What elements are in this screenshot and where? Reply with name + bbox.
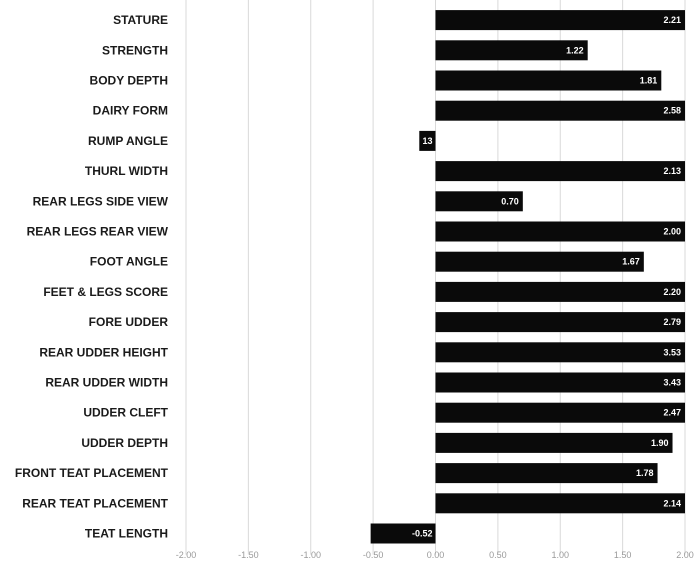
bar-value-label: 2.47 — [663, 408, 681, 418]
bar — [435, 100, 685, 121]
bar — [435, 161, 685, 182]
category-label: UDDER DEPTH — [81, 436, 168, 450]
category-label: FORE UDDER — [89, 315, 169, 329]
bar — [435, 191, 523, 212]
bar — [370, 523, 436, 544]
category-label: REAR LEGS SIDE VIEW — [33, 194, 169, 208]
bar-value-label: 2.58 — [663, 106, 681, 116]
category-label: DAIRY FORM — [93, 104, 168, 118]
x-tick-label: 1.00 — [551, 550, 569, 560]
x-axis-tick-labels: -2.00 -1.50 -1.00 -0.50 0.00 0.50 1.00 1.50 2.00 — [176, 550, 694, 560]
category-label: REAR LEGS REAR VIEW — [27, 225, 169, 239]
category-label: FOOT ANGLE — [90, 255, 168, 269]
bar — [435, 312, 685, 333]
bar-value-label: 1.78 — [636, 468, 654, 478]
category-label: REAR TEAT PLACEMENT — [22, 496, 168, 510]
category-labels: STATURE STRENGTH BODY DEPTH DAIRY FORM RUMP … — [15, 13, 169, 540]
category-label: RUMP ANGLE — [88, 134, 168, 148]
category-label: STATURE — [113, 13, 168, 27]
bar — [435, 463, 658, 484]
grid-lines — [185, 0, 686, 555]
bar — [435, 221, 685, 242]
bar — [435, 40, 588, 61]
bar — [435, 281, 685, 302]
bars: 2.21 1.22 1.81 2.58 13 2.13 0.70 2.00 1.67 2.20 2.… — [370, 10, 685, 544]
bar-value-label: 2.00 — [663, 227, 681, 237]
category-label: REAR UDDER WIDTH — [45, 376, 168, 390]
bar — [435, 493, 685, 514]
x-tick-label: 2.00 — [676, 550, 694, 560]
category-label: UDDER CLEFT — [83, 406, 168, 420]
x-tick-label: 0.00 — [427, 550, 445, 560]
category-label: TEAT LENGTH — [85, 527, 168, 541]
category-label: STRENGTH — [102, 43, 168, 57]
bar-value-label: 0.70 — [501, 196, 519, 206]
bar-value-label: 3.43 — [663, 378, 681, 388]
bar — [435, 251, 644, 272]
category-label: REAR UDDER HEIGHT — [39, 345, 168, 359]
bar-value-label: 3.53 — [663, 347, 681, 357]
x-tick-label: -2.00 — [176, 550, 197, 560]
x-tick-label: -1.50 — [238, 550, 259, 560]
bar-value-label: 2.20 — [663, 287, 681, 297]
bar-value-label: 1.90 — [651, 438, 669, 448]
category-label: BODY DEPTH — [90, 74, 168, 88]
category-label: THURL WIDTH — [85, 164, 168, 178]
bar-value-label: 2.14 — [663, 498, 681, 508]
bar-value-label: 2.79 — [663, 317, 681, 327]
bar-value-label: 1.81 — [640, 76, 658, 86]
bar — [435, 432, 673, 453]
category-label: FRONT TEAT PLACEMENT — [15, 466, 169, 480]
bar — [435, 70, 662, 91]
bar-value-label: 2.21 — [663, 15, 681, 25]
bar-value-label: 13 — [422, 136, 432, 146]
x-tick-label: -1.00 — [300, 550, 321, 560]
bar-value-label: 2.13 — [663, 166, 681, 176]
bar — [435, 342, 685, 363]
bar — [435, 10, 685, 31]
bar-value-label: 1.67 — [622, 257, 640, 267]
x-tick-label: 1.50 — [614, 550, 632, 560]
bar — [435, 402, 685, 423]
category-label: FEET & LEGS SCORE — [43, 285, 168, 299]
bar-value-label: 1.22 — [566, 45, 584, 55]
bar — [435, 372, 685, 393]
bar — [419, 130, 436, 151]
x-tick-label: -0.50 — [363, 550, 384, 560]
x-tick-label: 0.50 — [489, 550, 507, 560]
bar-value-label: -0.52 — [412, 529, 433, 539]
